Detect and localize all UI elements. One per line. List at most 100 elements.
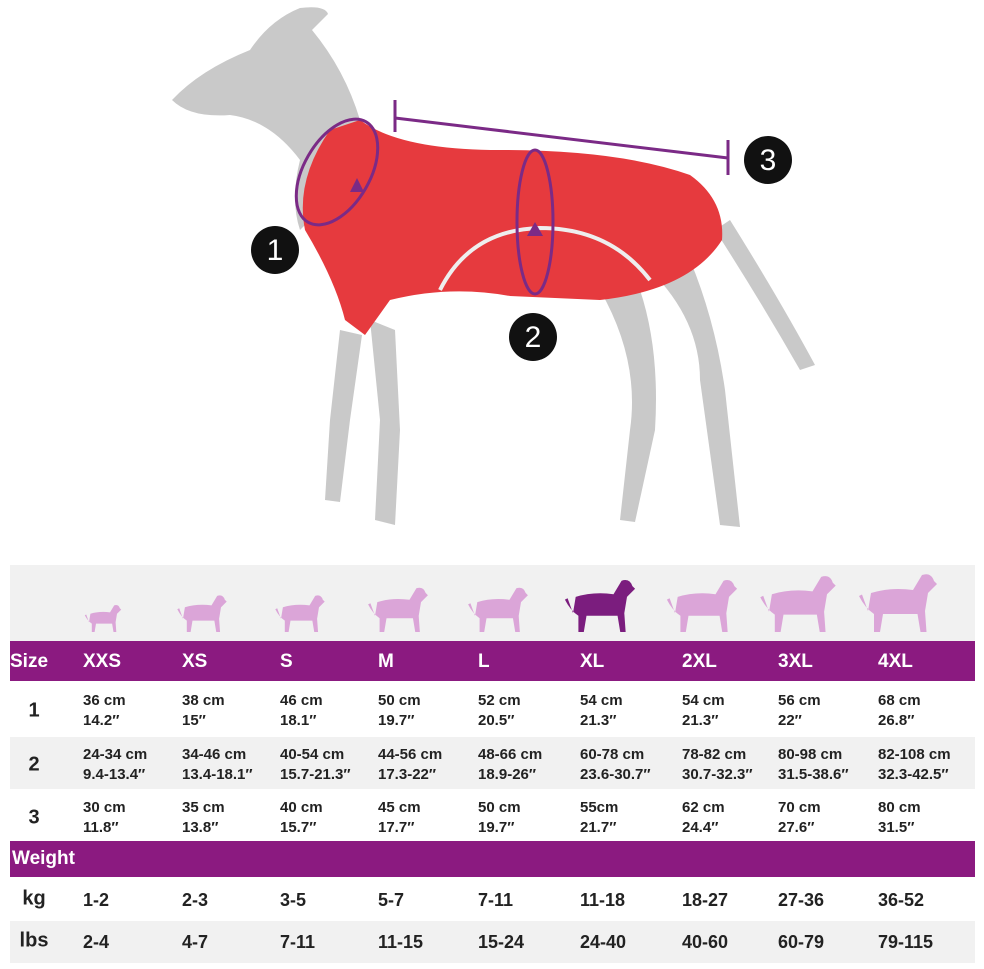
weight-header [10,841,975,877]
cell-cm: 55cm [580,799,618,816]
marker-label: 2 [525,321,542,354]
weight-value: 7-11 [280,932,315,952]
cell-inch: 17.3-22″ [378,766,436,783]
cell-inch: 30.7-32.3″ [682,766,753,783]
cell-cm: 62 cm [682,799,725,816]
cell-cm: 80-98 cm [778,746,842,763]
cell-inch: 18.1″ [280,712,316,729]
header-row [10,641,975,681]
weight-value: 18-27 [682,890,728,910]
row-bg [10,737,975,789]
cell-inch: 19.7″ [478,819,514,836]
cell-cm: 52 cm [478,692,521,709]
weight-value: 2-3 [182,890,208,910]
dog-illustration [172,7,815,527]
cell-inch: 21.3″ [580,712,616,729]
row-label: 2 [28,753,39,775]
cell-inch: 32.3-42.5″ [878,766,949,783]
cell-cm: 36 cm [83,692,126,709]
weight-value: 5-7 [378,890,404,910]
cell-cm: 80 cm [878,799,921,816]
weight-value: 4-7 [182,932,208,952]
marker-circle [509,313,557,361]
weight-value: 11-15 [378,932,423,952]
cell-inch: 19.7″ [378,712,414,729]
cell-cm: 38 cm [182,692,225,709]
cell-inch: 20.5″ [478,712,514,729]
weight-value: 1-2 [83,890,109,910]
weight-value: 27-36 [778,890,824,910]
size-name: XS [182,651,207,672]
marker-label: 3 [760,144,777,177]
header-label: Size [10,651,48,672]
cell-inch: 18.9-26″ [478,766,536,783]
cell-cm: 45 cm [378,799,421,816]
weight-value: 7-11 [478,890,513,910]
row-label: 1 [28,699,39,721]
cell-inch: 15″ [182,712,206,729]
cell-inch: 21.7″ [580,819,616,836]
cell-cm: 54 cm [682,692,725,709]
marker-circle [744,136,792,184]
row-label: lbs [20,929,49,951]
weight-label: Weight [12,848,76,869]
size-name: 3XL [778,651,813,672]
cell-inch: 13.8″ [182,819,218,836]
cell-cm: 50 cm [478,799,521,816]
size-table: Size XXS XS S M L XL 2XL 3XL 4XL 1 36 cm 14.2″ 38 cm 1… [10,641,975,963]
cell-cm: 46 cm [280,692,323,709]
weight-value: 24-40 [580,932,626,952]
weight-value: 11-18 [580,890,625,910]
cell-cm: 40-54 cm [280,746,344,763]
row-label: kg [22,887,45,909]
cell-inch: 11.8″ [83,819,119,836]
size-name: XXS [83,651,121,672]
cell-cm: 60-78 cm [580,746,644,763]
marker-circle [251,226,299,274]
cell-inch: 22″ [778,712,802,729]
size-name: 2XL [682,651,717,672]
size-name: XL [580,651,605,672]
cell-cm: 56 cm [778,692,821,709]
weight-value: 2-4 [83,932,109,952]
cell-inch: 21.3″ [682,712,718,729]
cell-inch: 26.8″ [878,712,914,729]
cell-inch: 14.2″ [83,712,119,729]
weight-value: 40-60 [682,932,728,952]
cell-inch: 15.7″ [280,819,316,836]
cell-cm: 35 cm [182,799,225,816]
cell-inch: 15.7-21.3″ [280,766,351,783]
cell-cm: 50 cm [378,692,421,709]
cell-inch: 31.5″ [878,819,914,836]
cell-cm: 30 cm [83,799,126,816]
cell-inch: 27.6″ [778,819,814,836]
weight-value: 60-79 [778,932,824,952]
cell-inch: 13.4-18.1″ [182,766,253,783]
cell-cm: 48-66 cm [478,746,542,763]
cell-inch: 31.5-38.6″ [778,766,849,783]
cell-cm: 70 cm [778,799,821,816]
cell-inch: 23.6-30.7″ [580,766,651,783]
row-label: 3 [28,806,39,828]
cell-inch: 24.4″ [682,819,718,836]
size-name: S [280,651,293,672]
weight-value: 79-115 [878,932,933,952]
size-name: M [378,651,394,672]
cell-cm: 40 cm [280,799,323,816]
cell-cm: 34-46 cm [182,746,246,763]
cell-cm: 44-56 cm [378,746,442,763]
markers: 1 2 3 [251,136,792,361]
cell-cm: 24-34 cm [83,746,147,763]
marker-label: 1 [267,234,284,267]
cell-inch: 17.7″ [378,819,414,836]
weight-value: 3-5 [280,890,306,910]
size-name: L [478,651,490,672]
weight-value: 36-52 [878,890,924,910]
row-bg [10,921,975,963]
size-name: 4XL [878,651,913,672]
weight-value: 15-24 [478,932,524,952]
cell-cm: 54 cm [580,692,623,709]
cell-cm: 82-108 cm [878,746,951,763]
cell-inch: 9.4-13.4″ [83,766,145,783]
